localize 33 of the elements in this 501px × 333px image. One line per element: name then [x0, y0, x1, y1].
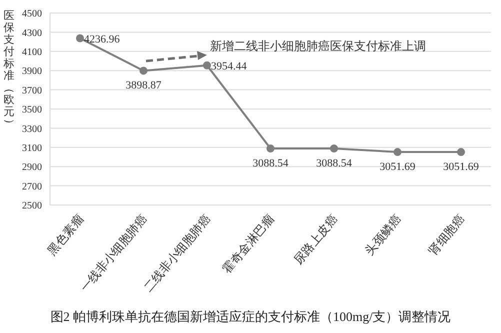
x-tick-label: 肾细胞癌	[426, 212, 468, 258]
y-tick-label: 3700	[22, 85, 42, 96]
point	[140, 66, 148, 75]
data-label: 3088.54	[316, 158, 352, 170]
x-tick-label: 霍奇金淋巴瘤	[220, 212, 277, 276]
y-tick-label: 4100	[22, 46, 42, 58]
y-tick-label: 3500	[22, 104, 42, 116]
data-label: 3051.69	[380, 161, 416, 174]
y-tick-label: 3100	[22, 142, 42, 154]
y-tick-label: 4500	[22, 8, 42, 20]
data-label: 3898.87	[126, 80, 162, 92]
data-label: 3954.44	[211, 60, 248, 72]
point	[76, 34, 84, 42]
data-label: 3051.69	[443, 161, 480, 174]
point	[330, 144, 338, 152]
point	[203, 61, 211, 70]
y-tick-label: 2500	[22, 200, 42, 212]
y-tick-label: 2900	[22, 162, 42, 174]
point	[394, 148, 402, 156]
annotation: 新增二线非小细胞肺癌医保支付标准上调	[210, 38, 426, 55]
data-label: 4236.96	[84, 33, 120, 46]
text: 医保支付标准（欧元）	[3, 9, 16, 130]
y-tick-label: 3900	[22, 66, 42, 78]
text: 图2 帕博利珠单抗在德国新增适应症的支付标准（100mg/支）调整情况	[49, 308, 452, 326]
x-tick-label: 黑色素瘤	[44, 212, 86, 258]
y-tick-label: 3300	[22, 124, 42, 135]
x-tick-label: 头颈鳞癌	[362, 212, 404, 258]
point	[457, 148, 465, 156]
data-label: 3088.54	[252, 158, 289, 170]
point	[266, 144, 274, 152]
y-tick-label: 4300	[22, 28, 42, 39]
y-tick-label: 2700	[22, 181, 42, 192]
x-tick-label: 尿路上皮癌	[291, 212, 340, 267]
